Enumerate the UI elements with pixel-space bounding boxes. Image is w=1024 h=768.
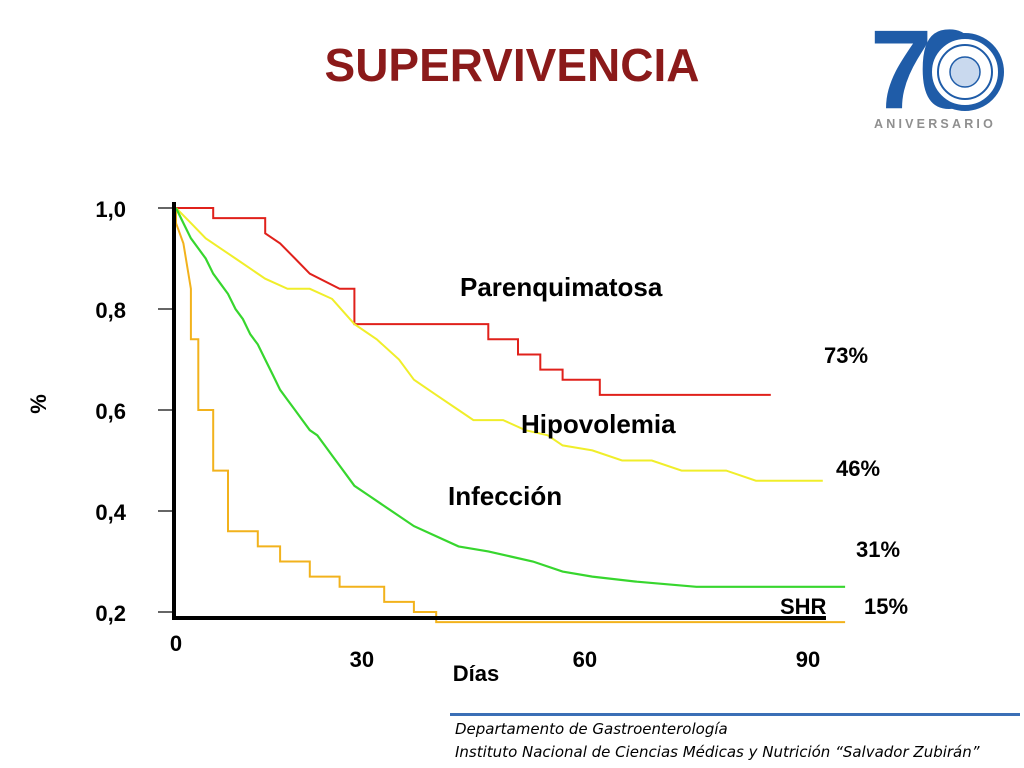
series-line-parenquimatosa [176,207,771,396]
y-tick-label: 1,0 [95,197,126,222]
x-tick-labels: 0 30 60 90 [170,631,820,672]
series-name-label: Infección [448,481,562,511]
x-tick-label: 0 [170,631,182,656]
y-tick-labels: 1,0 0,8 0,6 0,4 0,2 [95,197,126,626]
y-tick-label: 0,2 [95,601,126,626]
survival-chart: 1,0 0,8 0,6 0,4 0,2 0 30 60 90 % Días Parenquim… [26,197,908,686]
series-line-infeccin [175,207,846,588]
y-tick-label: 0,8 [95,298,126,323]
x-tick-label: 30 [350,647,374,672]
series-end-value-label: 31% [856,537,900,562]
series-labels: Parenquimatosa 73% Hipovolemia 46% Infección… [448,272,908,619]
footer-institute: Instituto Nacional de Ciencias Médicas y… [455,743,980,761]
x-tick-label: 60 [573,647,597,672]
series-end-value-label: 15% [864,594,908,619]
x-axis-label: Días [453,661,499,686]
footer-department: Departamento de Gastroenterología [455,720,728,738]
anniversary-logo: 70 ANIVERSARIO [870,10,1004,132]
series-name-label: Hipovolemia [521,409,676,439]
slide-title: SUPERVIVENCIA [324,39,700,91]
series-line-shr [175,208,846,624]
logo-word: ANIVERSARIO [874,117,996,131]
x-tick-label: 90 [796,647,820,672]
series-name-label: SHR [780,594,827,619]
y-axis-label: % [26,394,51,414]
y-tick-label: 0,4 [95,500,126,525]
footer-divider [450,713,1020,716]
series-name-label: Parenquimatosa [460,272,663,302]
survival-curves [175,207,846,624]
y-tick-label: 0,6 [95,399,126,424]
series-end-value-label: 73% [824,343,868,368]
y-tick-marks [158,207,172,613]
series-end-value-label: 46% [836,456,880,481]
series-line-hipovolemia [175,207,823,482]
